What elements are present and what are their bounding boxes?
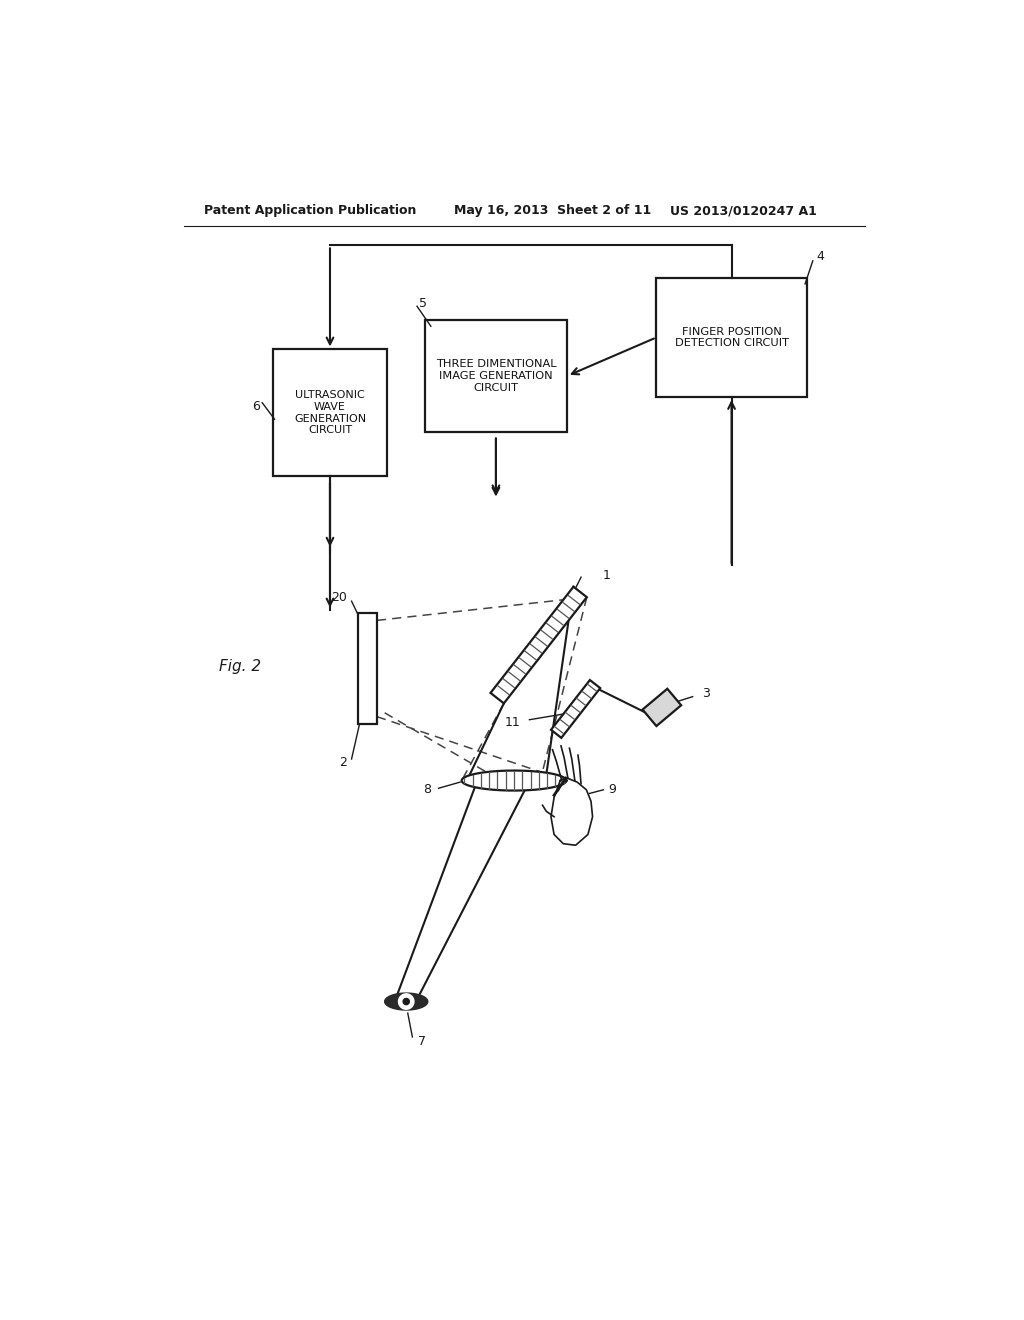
Text: ULTRASONIC
WAVE
GENERATION
CIRCUIT: ULTRASONIC WAVE GENERATION CIRCUIT <box>294 391 366 436</box>
Text: May 16, 2013  Sheet 2 of 11: May 16, 2013 Sheet 2 of 11 <box>454 205 651 218</box>
Text: 8: 8 <box>423 783 431 796</box>
Bar <box>357 612 377 725</box>
Text: 4: 4 <box>816 249 824 263</box>
Bar <box>273 350 387 477</box>
Polygon shape <box>385 993 428 1010</box>
Polygon shape <box>551 680 600 738</box>
Polygon shape <box>490 586 587 704</box>
Text: 6: 6 <box>252 400 260 413</box>
Polygon shape <box>642 689 681 726</box>
Bar <box>425 321 567 432</box>
Text: 3: 3 <box>701 686 710 700</box>
Text: 11: 11 <box>505 717 520 730</box>
Text: 7: 7 <box>418 1035 426 1048</box>
Bar <box>656 277 807 397</box>
Text: US 2013/0120247 A1: US 2013/0120247 A1 <box>670 205 816 218</box>
Text: Fig. 2: Fig. 2 <box>219 659 261 675</box>
Polygon shape <box>551 777 593 845</box>
Text: Patent Application Publication: Patent Application Publication <box>204 205 416 218</box>
Text: 9: 9 <box>608 783 615 796</box>
Text: 1: 1 <box>603 569 610 582</box>
Polygon shape <box>398 994 414 1010</box>
Text: 2: 2 <box>339 756 347 770</box>
Text: THREE DIMENTIONAL
IMAGE GENERATION
CIRCUIT: THREE DIMENTIONAL IMAGE GENERATION CIRCU… <box>435 359 556 392</box>
Polygon shape <box>403 998 410 1005</box>
Text: 5: 5 <box>419 297 427 310</box>
Text: FINGER POSITION
DETECTION CIRCUIT: FINGER POSITION DETECTION CIRCUIT <box>675 326 788 348</box>
Text: 20: 20 <box>331 591 347 603</box>
Polygon shape <box>462 771 566 791</box>
